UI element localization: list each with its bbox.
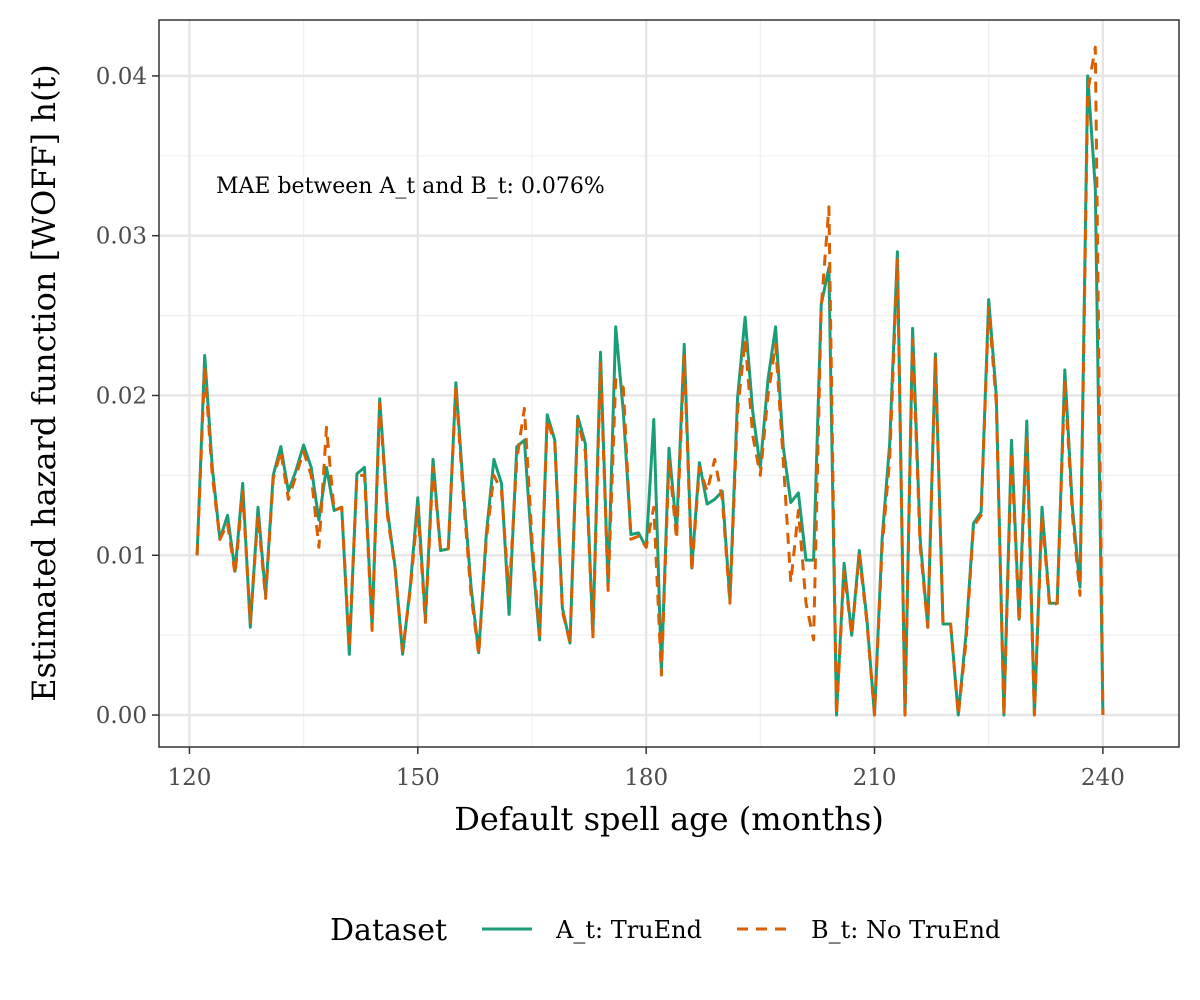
- plot-border: [158, 19, 1180, 748]
- x-tick-label: 120: [167, 765, 211, 791]
- x-tick-label: 180: [624, 765, 668, 791]
- x-axis-title: Default spell age (months): [454, 800, 884, 838]
- y-axis-title: Estimated hazard function [WOFF] h(t): [25, 64, 63, 702]
- y-tick-label: 0.04: [96, 64, 147, 90]
- y-tick-label: 0.03: [96, 224, 147, 250]
- x-tick-label: 150: [396, 765, 440, 791]
- annotation-mae: MAE between A_t and B_t: 0.076%: [216, 174, 605, 199]
- x-ticks: 120 150 180 210 240: [167, 747, 1125, 791]
- y-tick-label: 0.01: [96, 543, 147, 569]
- y-tick-label: 0.02: [96, 383, 147, 409]
- legend-label-no-truend: B_t: No TruEnd: [811, 916, 1000, 944]
- x-tick-label: 210: [853, 765, 897, 791]
- series-line-truend: [195, 74, 1105, 717]
- y-tick-label: 0.00: [96, 703, 147, 729]
- legend: Dataset A_t: TruEnd B_t: No TruEnd: [330, 913, 1000, 948]
- plot-background: [159, 20, 1179, 747]
- series-line-no-truend: [195, 45, 1105, 717]
- x-tick-label: 240: [1081, 765, 1125, 791]
- legend-label-truend: A_t: TruEnd: [555, 916, 702, 944]
- series-layer: [195, 45, 1105, 717]
- legend-title: Dataset: [330, 913, 447, 948]
- y-ticks: 0.00 0.01 0.02 0.03 0.04: [96, 64, 159, 729]
